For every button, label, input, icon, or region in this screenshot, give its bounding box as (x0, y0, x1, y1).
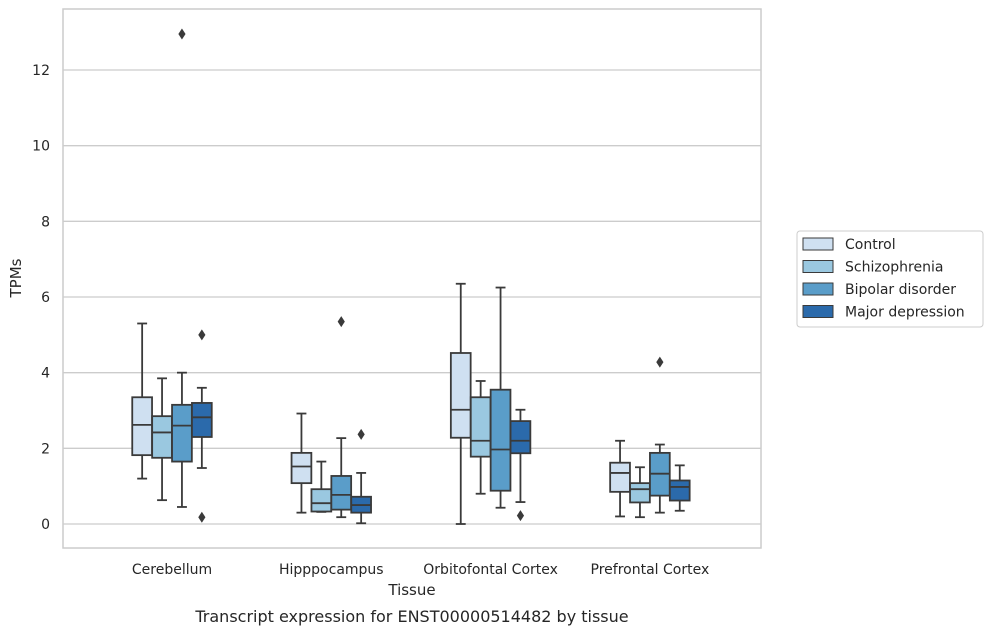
iqr-box (489, 388, 512, 492)
series-control (131, 282, 631, 525)
legend-label: Schizophrenia (845, 260, 943, 276)
x-tick-label: Cerebellum (132, 562, 212, 578)
box-major-depression-1 (350, 428, 372, 525)
outlier-point (337, 316, 345, 328)
box-schizophrenia-3 (629, 466, 651, 519)
iqr-box (310, 488, 333, 513)
outlier-point (198, 511, 206, 523)
box-major-depression-3 (668, 464, 691, 512)
x-axis-label: Tissue (387, 581, 435, 599)
box-major-depression-2 (509, 408, 532, 522)
series-schizophrenia (151, 377, 651, 519)
legend-item: Control (802, 237, 896, 253)
box-bipolar-disorder-0 (171, 28, 193, 508)
series-bipolar-disorder (171, 28, 671, 519)
legend-label: Bipolar disorder (845, 282, 956, 298)
box-major-depression-0 (191, 329, 213, 523)
legend-label: Major depression (845, 305, 965, 321)
iqr-box (171, 403, 193, 463)
legend-item: Schizophrenia (802, 260, 943, 276)
outlier-point (198, 329, 206, 341)
x-tick-label: Prefrontal Cortex (591, 562, 710, 578)
y-tick-label: 4 (41, 366, 50, 382)
box-control-1 (290, 412, 313, 514)
legend-swatch (802, 260, 834, 273)
y-tick-label: 2 (41, 441, 50, 457)
y-axis-label: TPMs (7, 258, 25, 298)
outlier-point (357, 428, 365, 440)
plot-frame (62, 8, 762, 549)
legend-item: Bipolar disorder (802, 282, 956, 298)
legend: Control Schizophrenia Bipolar disorder Majo… (796, 230, 984, 328)
y-tick-label: 8 (41, 214, 50, 230)
series-major-depression (191, 329, 691, 525)
x-tick-label: Orbitofontal Cortex (423, 562, 558, 578)
y-tick-label: 12 (32, 63, 50, 79)
legend-item: Major depression (802, 305, 965, 321)
iqr-box (131, 396, 153, 457)
iqr-box (629, 482, 651, 504)
figure-caption: Transcript expression for ENST0000051448… (194, 607, 628, 626)
x-axis-ticks: Cerebellum Hipppocampus Orbitofontal Corte… (132, 562, 709, 578)
box-series (131, 28, 691, 525)
iqr-box (609, 461, 631, 493)
legend-frame (796, 230, 984, 328)
outlier-point (656, 356, 664, 368)
legend-swatch (802, 282, 834, 296)
box-control-0 (131, 322, 153, 480)
iqr-box (668, 479, 691, 502)
x-tick-label: Hipppocampus (279, 562, 384, 578)
box-schizophrenia-2 (469, 380, 492, 495)
box-bipolar-disorder-2 (489, 286, 512, 509)
iqr-box (151, 415, 173, 459)
iqr-box (290, 451, 313, 485)
y-tick-label: 10 (32, 139, 50, 155)
legend-swatch (802, 237, 834, 251)
box-schizophrenia-0 (151, 377, 173, 502)
box-schizophrenia-1 (310, 460, 333, 513)
iqr-box (449, 352, 472, 439)
box-bipolar-disorder-1 (330, 316, 353, 519)
y-tick-label: 0 (41, 517, 50, 533)
legend-swatch (802, 305, 834, 318)
iqr-box (191, 402, 213, 438)
legend-label: Control (845, 237, 896, 253)
y-tick-label: 6 (41, 290, 50, 306)
box-control-2 (449, 282, 472, 525)
box-control-3 (609, 439, 631, 518)
y-axis-ticks: 0 2 4 6 8 10 12 (32, 63, 50, 533)
box-bipolar-disorder-3 (649, 356, 671, 514)
iqr-box (330, 475, 353, 511)
outlier-point (516, 510, 525, 522)
iqr-box (469, 396, 492, 458)
outlier-point (178, 28, 186, 40)
iqr-box (509, 420, 532, 455)
